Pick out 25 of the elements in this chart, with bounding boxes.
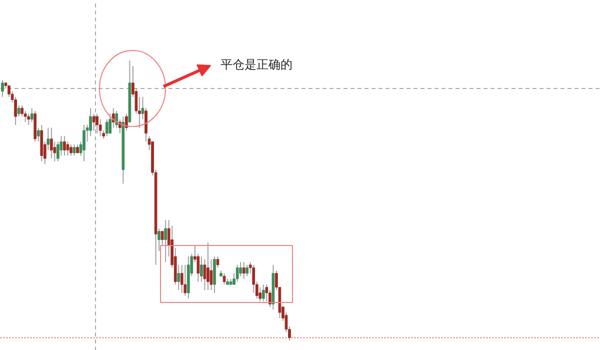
- candlestick: [206, 242, 210, 291]
- candlestick: [164, 220, 167, 263]
- candlestick: [30, 108, 34, 123]
- candlestick: [177, 264, 180, 291]
- candlestick: [50, 127, 53, 159]
- candlestick: [112, 108, 115, 128]
- candlestick: [36, 127, 40, 142]
- candlestick: [262, 284, 265, 302]
- candlestick: [236, 264, 239, 282]
- candlestick: [66, 141, 70, 156]
- candlestick: [70, 144, 72, 156]
- annotation: 平仓是正确的: [220, 58, 292, 72]
- candlestick: [27, 113, 30, 126]
- candlestick: [180, 264, 184, 294]
- candlestick: [239, 262, 242, 277]
- candlestick: [242, 262, 246, 280]
- candlestick: [222, 272, 226, 285]
- candlestick: [105, 118, 108, 137]
- candlestick: [160, 230, 164, 246]
- candlestick: [63, 136, 66, 156]
- candlestick: [82, 124, 86, 162]
- candlestick: [200, 256, 203, 282]
- candlestick: [246, 264, 249, 277]
- candlestick: [17, 104, 20, 117]
- candlestick: [184, 264, 187, 296]
